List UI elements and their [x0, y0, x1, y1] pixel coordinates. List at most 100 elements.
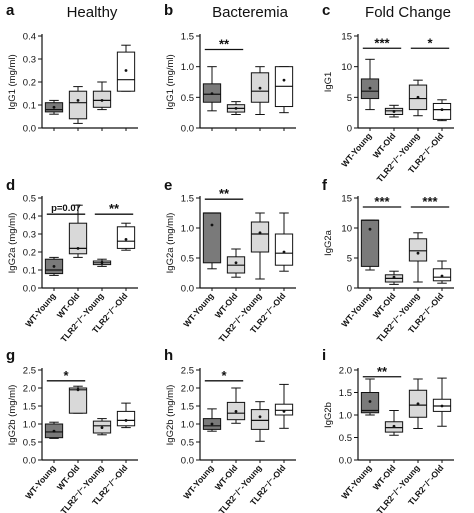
y-tick-label: 1.0	[339, 411, 352, 422]
panel-b: b IgG1 (mg/ml) 0.0 0.5 1.0 1.5 **	[164, 2, 296, 135]
box-body	[68, 387, 88, 414]
y-axis-label: IgG2b	[323, 402, 334, 428]
y-tick-label: 0	[347, 124, 352, 135]
box-1	[44, 256, 64, 276]
significance-label: *	[221, 368, 227, 383]
box-1	[202, 408, 222, 432]
y-tick-label: 0.0	[23, 284, 36, 295]
box-4	[432, 99, 452, 122]
mean-point	[52, 429, 56, 433]
box-2	[68, 385, 88, 414]
box-body	[250, 221, 270, 253]
mean-point	[440, 108, 444, 111]
box-3	[408, 378, 428, 429]
box-body	[68, 90, 88, 120]
mean-point	[76, 247, 80, 250]
box-body	[274, 233, 294, 266]
mean-point	[234, 106, 238, 110]
mean-point	[392, 424, 396, 428]
y-tick-label: 0.4	[23, 32, 36, 43]
box-2	[384, 270, 404, 285]
box-2	[384, 410, 404, 436]
y-axis-label: IgG1	[323, 72, 334, 93]
mean-point	[368, 227, 372, 231]
mean-point	[282, 78, 286, 82]
panel-letter-d: d	[6, 177, 15, 194]
y-tick-label: 1.5	[23, 402, 36, 413]
box-1	[44, 99, 64, 115]
y-axis-label: IgG1 (mg/ml)	[7, 54, 18, 109]
box-3	[92, 258, 112, 267]
x-tick-label: WT-Young	[181, 463, 215, 501]
box-4	[274, 383, 294, 429]
mean-point	[234, 410, 238, 413]
panel-i: iIgG2b0.00.51.01.52.0WT-YoungWT-OldTLR2⁻…	[322, 347, 454, 513]
y-tick-label: 0.5	[23, 438, 36, 449]
mean-point	[368, 400, 372, 403]
x-tick-label: WT-Young	[339, 463, 373, 501]
box-3	[250, 401, 270, 442]
significance-label: ***	[374, 194, 390, 209]
y-tick-label: 0.0	[339, 456, 352, 467]
y-tick-label: 0.2	[23, 78, 36, 89]
box-3	[92, 418, 112, 436]
y-axis-label: IgG2a	[323, 229, 334, 256]
box-2	[68, 204, 88, 258]
y-tick-label: 0.5	[181, 438, 194, 449]
y-axis-label: IgG2a (mg/ml)	[7, 213, 18, 274]
mean-point	[282, 250, 286, 254]
panel-d: d IgG2a (mg/ml) 0.0 0.1 0.2 0.3 0.4 0.5 WT-Young…	[6, 177, 138, 344]
y-tick-label: 1.5	[181, 194, 194, 205]
x-tick-label: WT-Young	[181, 291, 215, 329]
box-body	[274, 403, 294, 416]
box-1	[202, 66, 222, 112]
mean-point	[100, 99, 104, 102]
significance-label: p=0.07	[51, 203, 81, 214]
y-tick-label: 0.0	[181, 124, 194, 135]
y-tick-label: 2.0	[23, 384, 36, 395]
y-tick-label: 10	[341, 224, 352, 235]
box-1	[360, 58, 380, 111]
mean-point	[210, 223, 214, 227]
mean-point	[416, 402, 420, 406]
panel-letter-i: i	[322, 347, 326, 364]
significance-label: *	[427, 35, 433, 50]
panel-f: fIgG2a051015WT-YoungWT-OldTLR2⁻/⁻-YoungT…	[322, 177, 454, 344]
mean-point	[282, 410, 286, 413]
column-title-bacteremia: Bacteremia	[212, 4, 289, 21]
box-body	[68, 222, 88, 255]
y-tick-label: 15	[341, 32, 352, 43]
y-tick-label: 5	[347, 93, 352, 104]
mean-point	[52, 105, 56, 109]
y-tick-label: 0.0	[181, 456, 194, 467]
panels: a IgG1 (mg/ml) 0.0 0.1 0.2 0.3 0.4 b IgG1 (mg/ml…	[6, 2, 454, 513]
y-tick-label: 2.0	[181, 384, 194, 395]
box-body	[432, 102, 452, 120]
panel-letter-b: b	[164, 2, 173, 19]
mean-point	[76, 388, 80, 392]
significance-label: **	[109, 201, 120, 216]
box-4	[116, 222, 136, 251]
mean-point	[392, 275, 396, 279]
y-tick-label: 1.5	[181, 32, 194, 43]
box-body	[250, 409, 270, 430]
mean-point	[124, 419, 128, 422]
y-tick-label: 1.5	[339, 388, 352, 399]
panel-letter-c: c	[322, 2, 330, 19]
y-axis-label: IgG2b (mg/ml)	[165, 385, 176, 446]
mean-point	[416, 95, 420, 99]
y-tick-label: 0.0	[23, 124, 36, 135]
box-body	[202, 212, 222, 264]
mean-point	[124, 238, 128, 241]
mean-point	[100, 261, 104, 265]
column-title-healthy: Healthy	[67, 4, 118, 21]
y-tick-label: 0.3	[23, 55, 36, 66]
mean-point	[258, 86, 262, 90]
y-tick-label: 15	[341, 194, 352, 205]
box-4	[116, 402, 136, 429]
box-3	[92, 81, 112, 111]
box-body	[360, 219, 380, 267]
column-titles: Healthy Bacteremia Fold Change	[67, 4, 451, 21]
box-3	[408, 79, 428, 117]
